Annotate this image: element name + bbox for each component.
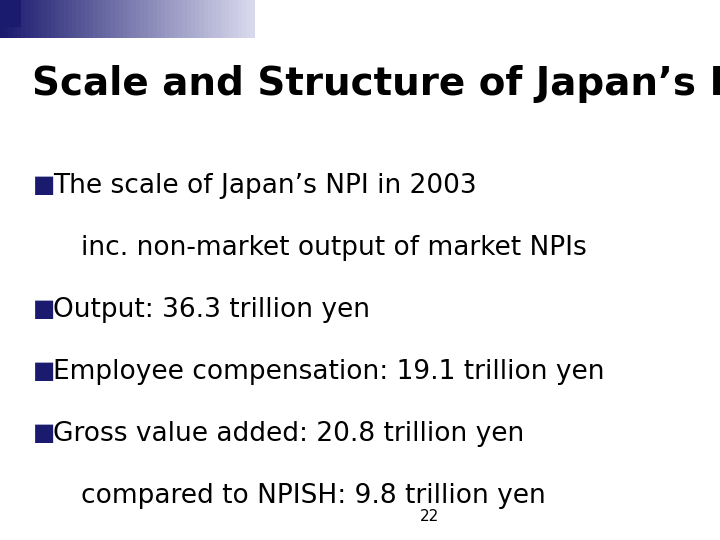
Bar — [182, 0, 187, 38]
Bar — [233, 0, 238, 38]
Bar — [51, 0, 56, 38]
Bar — [47, 0, 52, 38]
Bar — [59, 0, 65, 38]
Bar — [102, 0, 107, 38]
Bar — [246, 0, 251, 38]
Bar — [170, 0, 175, 38]
Bar — [0, 0, 21, 28]
Bar — [144, 0, 149, 38]
Bar — [123, 0, 128, 38]
Bar — [238, 0, 243, 38]
Bar — [157, 0, 162, 38]
Bar — [178, 0, 184, 38]
Bar — [72, 0, 77, 38]
Bar — [21, 0, 27, 38]
Bar — [76, 0, 81, 38]
Bar — [34, 0, 39, 38]
Bar — [212, 0, 217, 38]
Text: Gross value added: 20.8 trillion yen: Gross value added: 20.8 trillion yen — [53, 421, 524, 447]
Bar — [114, 0, 120, 38]
Bar — [13, 0, 18, 38]
Text: ■: ■ — [32, 421, 55, 445]
Bar — [174, 0, 179, 38]
Bar — [119, 0, 124, 38]
Bar — [136, 0, 141, 38]
Bar — [132, 0, 137, 38]
Bar — [30, 0, 35, 38]
Bar — [106, 0, 111, 38]
Bar — [195, 0, 200, 38]
Bar — [38, 0, 43, 38]
Bar — [55, 0, 60, 38]
Bar — [85, 0, 90, 38]
Bar — [208, 0, 213, 38]
Bar — [216, 0, 222, 38]
Bar — [148, 0, 153, 38]
Bar — [191, 0, 196, 38]
Bar — [68, 0, 73, 38]
Bar — [161, 0, 166, 38]
Text: compared to NPISH: 9.8 trillion yen: compared to NPISH: 9.8 trillion yen — [81, 483, 546, 509]
Bar — [9, 0, 14, 38]
Bar — [251, 0, 256, 38]
Text: 22: 22 — [420, 509, 439, 524]
Text: ■: ■ — [32, 359, 55, 383]
Bar — [63, 0, 69, 38]
Bar — [127, 0, 132, 38]
Bar — [0, 0, 5, 38]
Text: Output: 36.3 trillion yen: Output: 36.3 trillion yen — [53, 297, 370, 323]
Bar — [225, 0, 230, 38]
Bar — [140, 0, 145, 38]
Bar — [153, 0, 158, 38]
Bar — [220, 0, 225, 38]
Bar — [4, 0, 9, 38]
Bar — [42, 0, 48, 38]
Bar — [81, 0, 86, 38]
Bar — [25, 0, 31, 38]
Text: The scale of Japan’s NPI in 2003: The scale of Japan’s NPI in 2003 — [53, 173, 477, 199]
Bar — [166, 0, 171, 38]
Bar — [199, 0, 204, 38]
Bar — [94, 0, 99, 38]
Text: Employee compensation: 19.1 trillion yen: Employee compensation: 19.1 trillion yen — [53, 359, 605, 385]
Bar — [242, 0, 247, 38]
Text: Scale and Structure of Japan’s NPIs: Scale and Structure of Japan’s NPIs — [32, 65, 720, 103]
Bar — [97, 0, 103, 38]
Text: ■: ■ — [32, 297, 55, 321]
Text: ■: ■ — [32, 173, 55, 197]
Bar — [17, 0, 22, 38]
Bar — [110, 0, 115, 38]
Bar — [229, 0, 234, 38]
Bar — [186, 0, 192, 38]
Text: inc. non-market output of market NPIs: inc. non-market output of market NPIs — [81, 235, 587, 261]
Bar — [89, 0, 94, 38]
Bar — [204, 0, 209, 38]
